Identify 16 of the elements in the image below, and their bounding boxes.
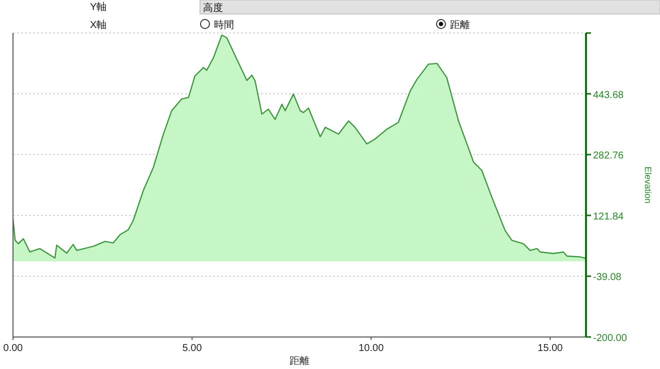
text: 時間: [214, 19, 234, 31]
text: X軸: [90, 19, 107, 31]
y-tick-label: -200.00: [593, 333, 628, 344]
text: Y軸: [90, 1, 107, 13]
text: 高度: [203, 2, 223, 14]
y-axis-title: Elevation: [643, 166, 653, 204]
text: 距離: [450, 19, 470, 31]
y-tick-label: -39.08: [593, 272, 622, 284]
x-tick-label: 0.00: [3, 343, 24, 354]
x-axis-title: 距離: [290, 355, 310, 367]
y-tick-label: 121.84: [593, 211, 624, 222]
x-tick-label: 10.00: [358, 343, 384, 354]
y-tick-label: 282.76: [593, 150, 624, 162]
x-tick-label: 5.00: [182, 343, 202, 354]
x-tick-label: 15.00: [538, 343, 564, 354]
y-tick-label: 443.68: [593, 90, 624, 101]
